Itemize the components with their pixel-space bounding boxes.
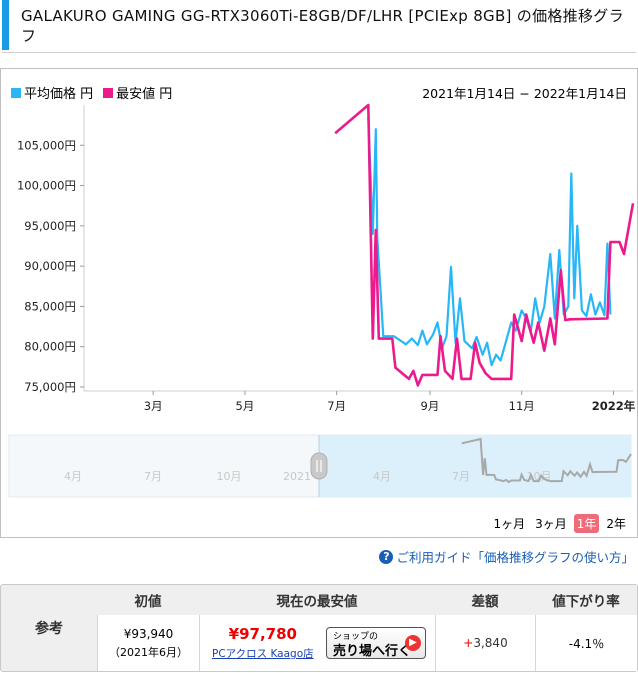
shop-name-link[interactable]: PCアクロス Kaago店 [212,648,314,660]
x-tick-label: 2022年 [592,399,636,413]
reference-grid: 初値 現在の最安値 差額 値下がり率 ¥93,940 （2021年6月） ¥97… [97,585,637,671]
diff-value: 3,840 [473,636,508,650]
chart-frame: 平均価格 円 最安値 円 2021年1月14日 − 2022年1月14日 75,… [0,68,638,538]
y-tick-label: 100,000円 [17,179,76,193]
guide-link-text[interactable]: ご利用ガイド「価格推移グラフの使い方」 [396,550,634,565]
legend-item-avg[interactable]: 平均価格 円 [11,83,93,102]
range-buttons: 1ヶ月 3ヶ月 1年 2年 [490,514,629,533]
initial-price: ¥93,940 [123,626,174,641]
y-tick-label: 95,000円 [24,219,76,233]
navigator-series-line [461,437,632,484]
navigator-label: 10月 [217,470,242,483]
range-btn-1y[interactable]: 1年 [573,514,600,533]
navigator-label: 7月 [144,470,162,483]
go-to-shop-button[interactable]: ショップの 売り場へ行く ▶ [326,627,426,659]
arrow-right-icon: ▶ [405,635,421,651]
header-current-min: 現在の最安値 [199,585,435,615]
page-title: GALAKURO GAMING GG-RTX3060Ti-E8GB/DF/LHR… [21,7,624,45]
range-btn-3m[interactable]: 3ヶ月 [535,517,567,531]
x-tick-label: 9月 [421,399,440,413]
cell-current-min: ¥97,780 PCアクロス Kaago店 ショップの 売り場へ行く ▶ [199,615,435,671]
min-price-line [334,103,635,387]
range-btn-1m[interactable]: 1ヶ月 [493,517,526,531]
legend-item-min[interactable]: 最安値 円 [103,83,172,102]
chart-legend: 平均価格 円 最安値 円 [11,83,182,102]
cell-initial: ¥93,940 （2021年6月） [97,615,199,671]
header-diff: 差額 [435,585,535,615]
navigator-label: 2021 [283,470,311,483]
date-range: 2021年1月14日 − 2022年1月14日 [422,86,627,101]
y-tick-label: 90,000円 [24,259,76,273]
current-min-price: ¥97,780 [228,625,297,643]
help-icon: ? [379,549,394,564]
shop-btn-small-label: ショップの [333,632,379,642]
reference-label: 参考 [35,621,63,637]
header-drop-rate: 値下がり率 [535,585,637,615]
guide-link[interactable]: ? ご利用ガイド「価格推移グラフの使い方」 [379,547,634,566]
x-tick-label: 5月 [236,399,255,413]
drop-rate: -4.1％ [568,636,605,651]
avg-price-line [367,117,612,367]
x-tick-label: 7月 [327,399,346,413]
y-tick-label: 105,000円 [17,138,76,152]
x-tick-label: 3月 [144,399,163,413]
y-tick-label: 80,000円 [24,340,76,354]
cell-diff: + 3,840 [435,615,535,671]
title-bar: GALAKURO GAMING GG-RTX3060Ti-E8GB/DF/LHR… [2,0,636,50]
legend-swatch-min [103,87,114,98]
legend-label-avg: 平均価格 円 [24,87,94,102]
shop-btn-label: 売り場へ行く [333,644,412,659]
title-divider [2,52,636,53]
legend-swatch-avg [11,87,21,98]
price-chart[interactable]: 75,000円 80,000円 85,000円 90,000円 95,000円 100,0… [1,69,637,537]
navigator-selection [319,435,631,497]
navigator-label: 4月 [373,470,391,483]
y-tick-label: 75,000円 [24,380,76,394]
navigator-label: 7月 [452,470,470,483]
cell-drop-rate: -4.1％ [535,615,637,671]
diff-sign: + [463,636,474,650]
x-tick-label: 11月 [509,399,535,413]
header-initial: 初値 [97,585,199,615]
reference-table: 参考 初値 現在の最安値 差額 値下がり率 ¥93,940 （2021年6月） … [0,584,638,672]
current-min-group: ¥97,780 PCアクロス Kaago店 [212,625,314,661]
y-tick-label: 85,000円 [24,299,76,313]
initial-date: （2021年6月） [109,645,188,659]
range-btn-2y[interactable]: 2年 [606,517,626,531]
navigator-handle-left[interactable] [310,452,328,480]
navigator-label: 4月 [64,470,82,483]
legend-label-min: 最安値 円 [116,87,173,102]
